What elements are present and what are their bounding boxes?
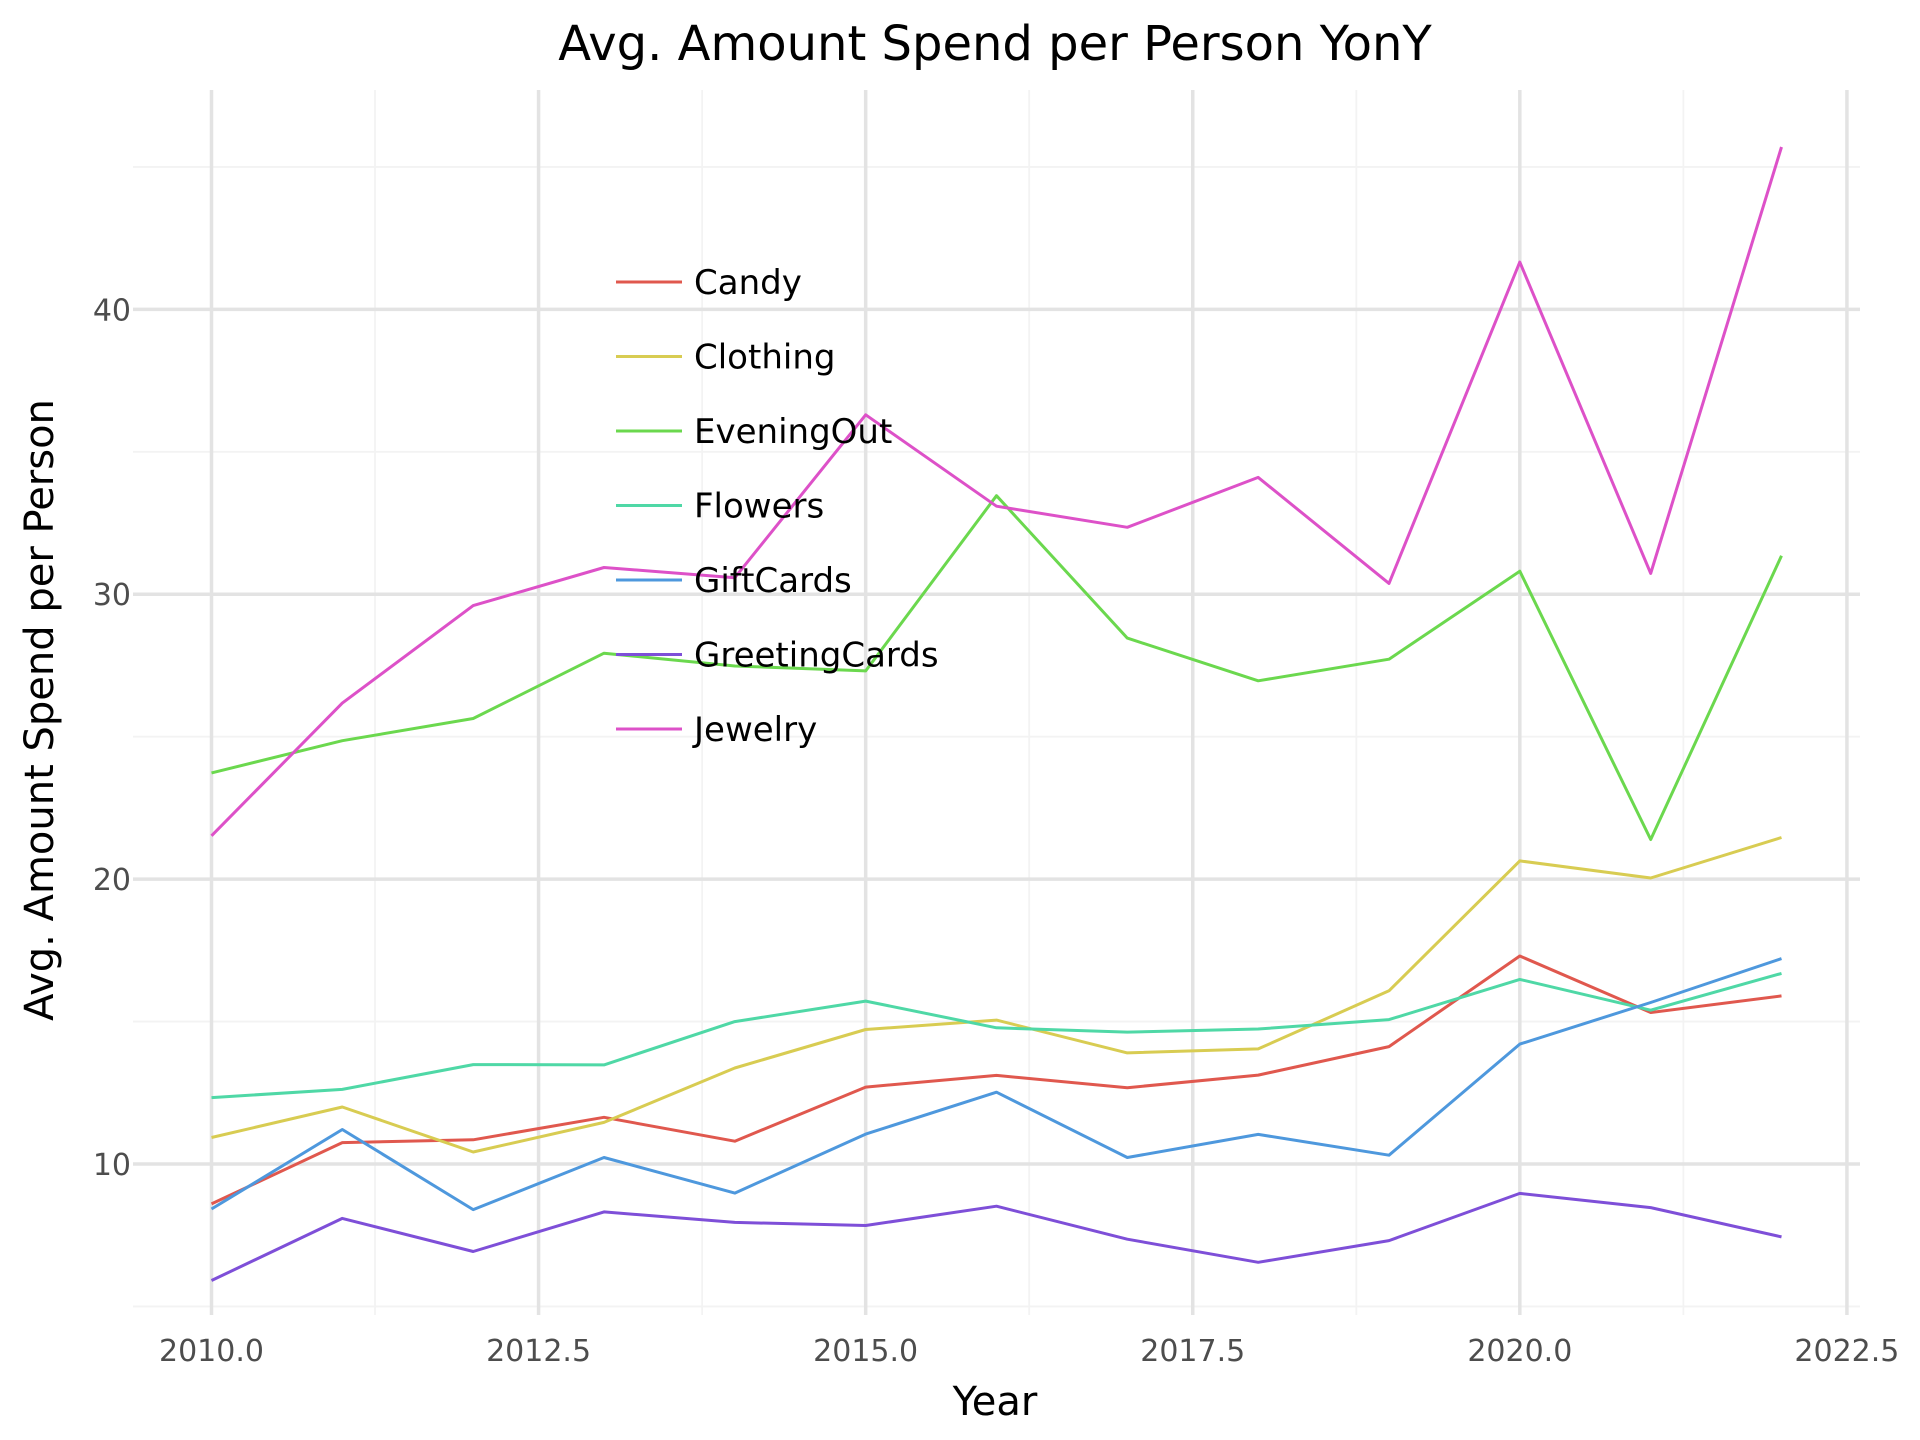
y-axis-title: Avg. Amount Spend per Person bbox=[17, 399, 63, 1021]
x-tick-label: 2020.0 bbox=[1467, 1334, 1572, 1369]
y-tick-labels: 10 20 30 40 bbox=[93, 293, 131, 1183]
series-line-jewelry bbox=[210, 146, 1783, 837]
series-line-flowers bbox=[211, 971, 1782, 1100]
y-tick-label: 40 bbox=[93, 293, 131, 328]
y-tick-label: 30 bbox=[93, 578, 131, 613]
x-tick-labels: 2010.0 2012.5 2015.0 2017.5 2020.0 2022.5 bbox=[159, 1334, 1899, 1369]
legend-label-evening-out: EveningOut bbox=[694, 412, 892, 452]
legend-label-clothing: Clothing bbox=[694, 338, 835, 378]
x-tick-label: 2015.0 bbox=[813, 1334, 918, 1369]
legend-label-flowers: Flowers bbox=[694, 487, 824, 527]
series-line-candy bbox=[210, 954, 1782, 1206]
series-line-clothing bbox=[211, 836, 1782, 1154]
series-line-greeting-cards bbox=[210, 1191, 1782, 1282]
y-tick-label: 20 bbox=[93, 863, 131, 898]
legend-label-jewelry: Jewelry bbox=[692, 710, 817, 750]
series-lines bbox=[210, 146, 1783, 1282]
legend-label-candy: Candy bbox=[694, 263, 802, 303]
y-tick-label: 10 bbox=[93, 1148, 131, 1183]
x-tick-label: 2010.0 bbox=[159, 1334, 264, 1369]
x-axis-title: Year bbox=[952, 1379, 1038, 1425]
legend: Candy Clothing EveningOut Flowers GiftCards G… bbox=[616, 263, 939, 750]
x-tick-label: 2017.5 bbox=[1140, 1334, 1245, 1369]
x-tick-label: 2012.5 bbox=[486, 1334, 591, 1369]
legend-label-greeting-cards: GreetingCards bbox=[694, 636, 939, 676]
series-line-evening-out bbox=[211, 494, 1783, 841]
x-tick-label: 2022.5 bbox=[1794, 1334, 1899, 1369]
grid bbox=[133, 90, 1860, 1315]
series-line-gift-cards bbox=[210, 957, 1782, 1212]
chart-title: Avg. Amount Spend per Person YonY bbox=[558, 16, 1432, 72]
legend-label-gift-cards: GiftCards bbox=[694, 561, 852, 601]
